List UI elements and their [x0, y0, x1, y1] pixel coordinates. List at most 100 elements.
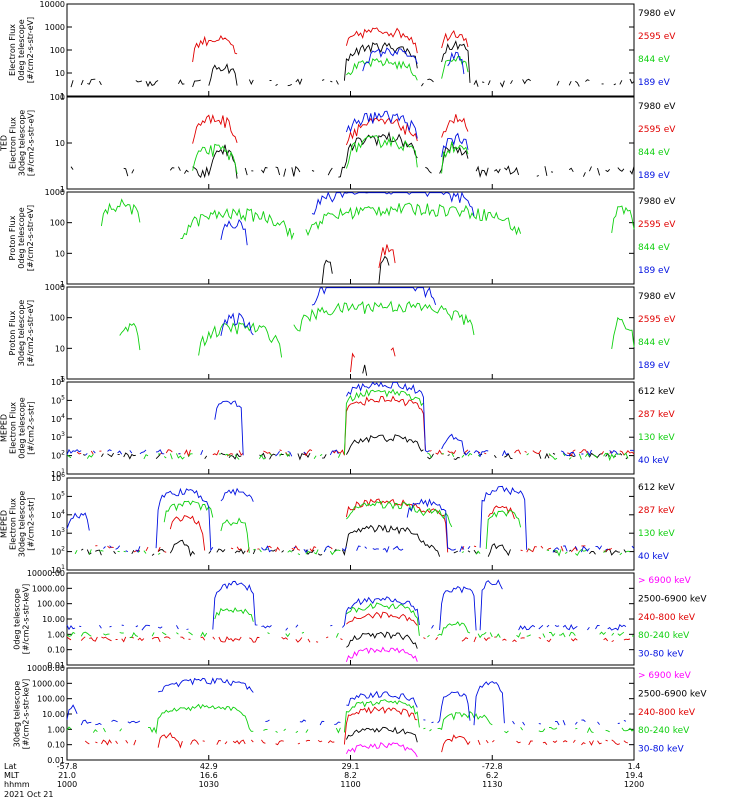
x-tick-label: 29.1 — [342, 762, 360, 771]
series-line — [100, 198, 635, 241]
y-tick-label: 1 — [60, 375, 65, 384]
legend-label: > 6900 keV — [638, 576, 692, 586]
legend-label: 80-240 keV — [638, 726, 690, 736]
legend-label: 7980 eV — [638, 292, 676, 302]
legend-label: 2500-6900 keV — [638, 594, 707, 604]
panel-4: 1 10 100 1000 Proton Flux 30deg telescope [#/c… — [8, 283, 676, 384]
x-tick-label: 1000 — [57, 780, 77, 789]
legend-label: 2500-6900 keV — [638, 689, 707, 699]
panel-1: 1 10 100 1000 10000 Electron Flux 0deg telesco… — [8, 0, 676, 101]
legend-label: 240-800 keV — [638, 613, 696, 623]
series-line — [66, 611, 631, 643]
y-axis-label: 30deg telescope — [17, 300, 26, 367]
y-tick-label: 101 — [51, 468, 65, 479]
y-axis-label: 30deg telescope — [18, 110, 27, 177]
legend-label: 30-80 keV — [638, 650, 684, 660]
y-tick-label: 100 — [50, 219, 65, 228]
panel-frame — [66, 191, 635, 285]
series-line — [70, 40, 635, 88]
series-line — [345, 726, 418, 743]
x-tick-label: 1130 — [482, 780, 502, 789]
series-line — [346, 631, 418, 649]
legend-label: 287 keV — [638, 506, 675, 516]
y-axis-label: Electron Flux — [9, 498, 18, 550]
y-tick-label: 100.00 — [37, 600, 65, 609]
y-tick-label: 10 — [55, 69, 65, 78]
y-tick-label: 10 — [55, 249, 65, 258]
legend-label: 189 eV — [638, 78, 671, 88]
y-tick-label: 1 — [60, 92, 65, 101]
legend-label: 7980 eV — [638, 9, 676, 19]
x-tick-label: -57.8 — [57, 762, 78, 771]
legend-label: 189 eV — [638, 361, 671, 371]
y-tick-label: 10.00 — [42, 615, 65, 624]
panel-6: 101 102 103 104 105 106 MEPED Electron Flux 30de… — [0, 472, 675, 575]
legend-label: 844 eV — [638, 338, 671, 348]
panel-frame — [66, 477, 635, 571]
series-line — [362, 47, 465, 75]
series-line — [76, 395, 635, 458]
legend-label: 7980 eV — [638, 102, 676, 112]
panel-7: 0.01 0.10 1.00 10.00 100.00 1000.00 10000.00 0d… — [13, 569, 708, 670]
y-tick-label: 104 — [51, 509, 65, 520]
y-tick-label: 1000 — [45, 23, 65, 32]
legend-label: 189 eV — [638, 266, 671, 276]
panel-frame — [66, 667, 635, 761]
legend-label: 40 keV — [638, 456, 670, 466]
y-tick-label: 10 — [55, 139, 65, 148]
y-tick-label: 0.10 — [47, 741, 65, 750]
x-row-label: MLT — [4, 771, 19, 780]
series-line — [70, 131, 635, 179]
y-axis-label: [#/cm2-s-str] — [27, 401, 36, 454]
x-tick-label: 1.4 — [628, 762, 641, 771]
y-axis-label: [#/cm2-s-str-eV] — [26, 17, 35, 83]
legend-label: 612 keV — [638, 387, 675, 397]
y-axis-label: Proton Flux — [8, 215, 17, 260]
series-line — [362, 364, 368, 376]
legend-label: 2595 eV — [638, 32, 676, 42]
x-row-label: Lat — [4, 762, 17, 771]
y-axis-label: Electron Flux — [9, 117, 18, 169]
legend-label: 2595 eV — [638, 125, 676, 135]
y-tick-label: 1000 — [45, 283, 65, 292]
x-tick-label: 8.2 — [344, 771, 357, 780]
y-axis-label: [#/cm2-s-str] — [27, 497, 36, 550]
panel-3: 1 10 100 1000 Proton Flux 0deg telescope [#/cm… — [8, 188, 676, 289]
legend-label: 287 keV — [638, 410, 675, 420]
y-tick-label: 102 — [51, 546, 65, 557]
y-tick-label: 1000.00 — [32, 584, 65, 593]
x-tick-label: 19.4 — [625, 771, 643, 780]
series-line — [220, 191, 475, 246]
series-line — [345, 110, 469, 158]
series-line — [192, 27, 469, 63]
y-tick-label: 1000.00 — [32, 679, 65, 688]
y-tick-label: 10000.00 — [27, 664, 65, 673]
series-line — [378, 244, 396, 269]
y-axis-label: [#/cm2-s-str-keV] — [22, 584, 31, 655]
legend-label: 844 eV — [638, 148, 671, 158]
x-tick-label: 16.6 — [200, 771, 218, 780]
series-line — [66, 699, 635, 735]
series-line — [345, 741, 418, 758]
y-tick-label: 100 — [50, 314, 65, 323]
x-tick-label: 21.0 — [58, 771, 76, 780]
x-tick-label: 1030 — [199, 780, 219, 789]
y-axis-label: Electron Flux — [8, 24, 17, 76]
series-line — [220, 286, 437, 336]
y-axis-label: [#/cm2-s-str-eV] — [26, 205, 35, 271]
series-line — [66, 485, 635, 554]
series-line — [119, 300, 635, 358]
y-tick-label: 103 — [51, 431, 65, 442]
y-tick-label: 105 — [51, 490, 65, 501]
legend-label: 130 keV — [638, 529, 675, 539]
series-line — [321, 255, 390, 284]
legend-label: 2595 eV — [638, 315, 676, 325]
y-axis-label: 0deg telescope — [17, 207, 26, 268]
series-line — [67, 678, 630, 725]
panel-frame — [66, 96, 635, 190]
y-tick-label: 1.00 — [47, 630, 65, 639]
y-axis-label: MEPED — [0, 510, 9, 538]
